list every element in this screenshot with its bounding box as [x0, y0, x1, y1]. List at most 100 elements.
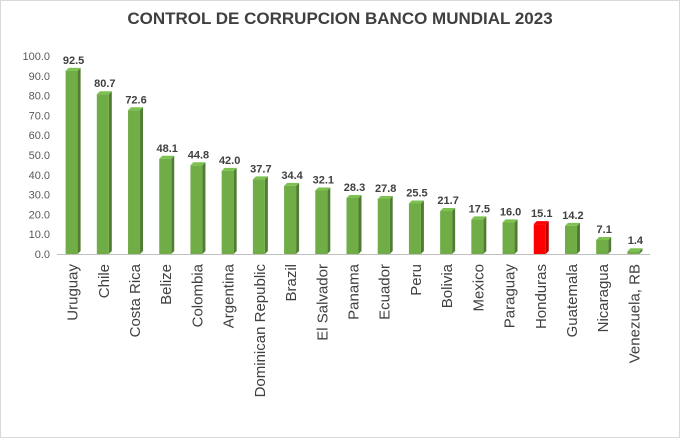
bar-side	[327, 187, 331, 254]
x-tick-label: Dominican Republic	[252, 264, 269, 398]
x-tick-label: Venezuela, RB	[626, 264, 643, 363]
bar-side	[233, 167, 237, 254]
data-label: 21.7	[437, 195, 458, 207]
x-tick-label: Mexico	[470, 264, 487, 312]
x-tick-label: Colombia	[189, 263, 206, 327]
x-tick-label: Peru	[408, 264, 425, 296]
x-tick-label: Paraguay	[502, 264, 519, 329]
bar-side	[576, 222, 580, 254]
bar	[284, 182, 300, 254]
bar	[440, 208, 456, 254]
bar	[627, 248, 643, 254]
bar-front	[65, 70, 78, 254]
x-tick-label: Nicaragua	[595, 263, 612, 332]
y-tick-label: 10.0	[29, 229, 50, 241]
bar-top	[315, 187, 331, 191]
data-label: 28.3	[344, 182, 365, 194]
bar-side	[608, 236, 612, 254]
bar-side	[296, 182, 300, 254]
bar-front	[128, 110, 141, 254]
data-label: 92.5	[63, 55, 84, 67]
bar-front	[502, 222, 515, 254]
bar-top	[627, 248, 643, 252]
x-tick-label: Honduras	[533, 264, 550, 329]
bar-front	[471, 219, 484, 254]
bar-side	[452, 208, 456, 254]
x-tick-label: Guatemala	[564, 263, 581, 337]
data-label: 15.1	[531, 208, 552, 220]
bar-side	[514, 219, 518, 254]
bar-front	[252, 179, 265, 254]
bars	[65, 67, 643, 255]
bar-front	[190, 165, 203, 254]
bar-top	[533, 221, 549, 225]
bar	[65, 67, 81, 254]
bar	[533, 221, 549, 254]
x-tick-label: Ecuador	[377, 264, 394, 320]
bar	[502, 219, 518, 254]
data-label: 34.4	[281, 170, 303, 182]
bar-side	[389, 195, 393, 254]
bar-front	[564, 225, 577, 254]
data-label: 48.1	[157, 143, 178, 155]
bar-top	[377, 195, 393, 199]
bar	[96, 91, 112, 255]
bar	[346, 194, 362, 254]
bar	[596, 236, 612, 254]
bar-side	[202, 162, 206, 254]
bar-side	[545, 221, 549, 254]
bar-side	[140, 107, 144, 254]
bar-top	[221, 167, 237, 171]
bar-top	[471, 216, 487, 220]
data-label: 42.0	[219, 155, 240, 167]
y-tick-label: 90.0	[29, 71, 50, 83]
x-tick-label: Costa Rica	[127, 263, 144, 337]
bar-top	[159, 155, 175, 159]
data-label: 7.1	[597, 224, 612, 236]
bar-top	[440, 208, 456, 212]
bar	[377, 195, 393, 254]
data-label: 80.7	[94, 78, 115, 90]
bar-front	[408, 203, 421, 254]
bar-front	[346, 197, 359, 254]
bar-top	[284, 182, 300, 186]
y-tick-label: 70.0	[29, 110, 50, 122]
bar-top	[502, 219, 518, 223]
y-tick-label: 0.0	[35, 249, 50, 261]
x-tick-label: Argentina	[221, 263, 238, 328]
x-tick-label: Belize	[158, 264, 175, 305]
bar-side	[639, 248, 643, 254]
bar-side	[108, 91, 112, 255]
bar-front	[440, 211, 453, 254]
data-label: 16.0	[500, 206, 521, 218]
data-label: 25.5	[406, 188, 427, 200]
data-labels: 92.5 80.7 72.6 48.1 44.8 42.0 37.7 34.4 32.1 28.3…	[63, 55, 644, 247]
data-label: 32.1	[313, 174, 334, 186]
x-tick-label: Uruguay	[65, 264, 82, 321]
bar-front	[159, 158, 172, 254]
bar-side	[264, 176, 268, 254]
data-label: 1.4	[628, 235, 644, 247]
y-tick-label: 20.0	[29, 209, 50, 221]
bar	[159, 155, 175, 254]
y-tick-label: 30.0	[29, 190, 50, 202]
bar	[471, 216, 487, 254]
bar-front	[221, 170, 234, 254]
bar-top	[190, 162, 206, 166]
bar-front	[315, 190, 328, 254]
bar-front	[627, 251, 640, 254]
data-label: 44.8	[188, 149, 209, 161]
bar	[315, 187, 331, 254]
bar	[252, 176, 268, 254]
x-tick-label: Chile	[96, 264, 113, 298]
chart-title: CONTROL DE CORRUPCION BANCO MUNDIAL 2023	[127, 9, 553, 28]
x-tick-label: Bolivia	[439, 263, 456, 308]
bar-side	[171, 155, 175, 254]
bar-top	[65, 67, 81, 71]
data-label: 27.8	[375, 183, 396, 195]
x-tick-label: El Salvador	[314, 264, 331, 341]
bar	[128, 107, 144, 254]
y-tick-label: 100.0	[22, 51, 50, 63]
